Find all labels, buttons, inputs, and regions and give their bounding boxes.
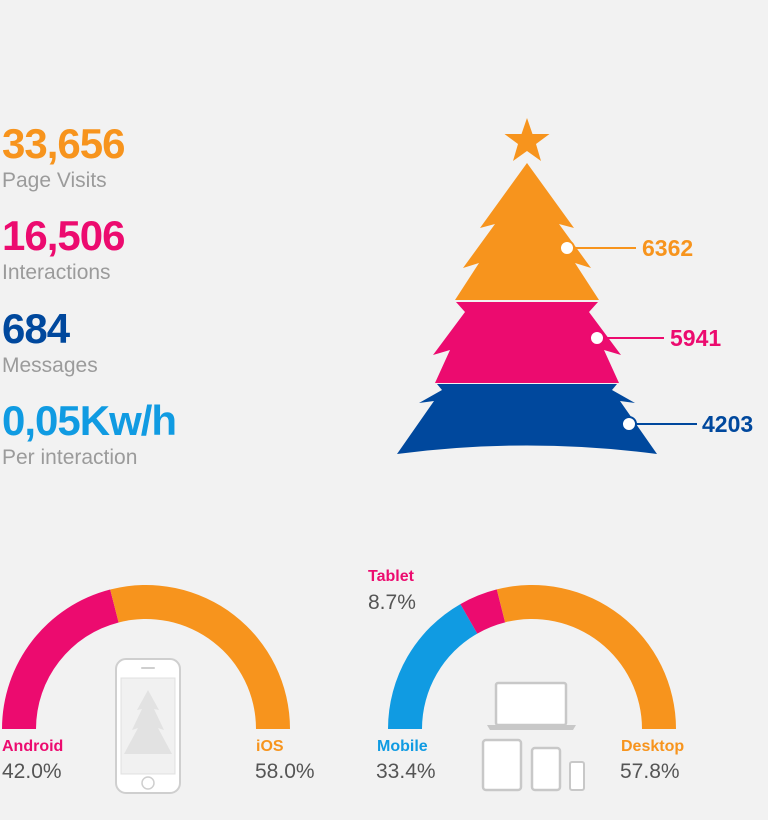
gauge-slice-android (2, 589, 119, 729)
gauge-slice-mobile (388, 604, 478, 729)
funnel-value-label: 5941 (670, 325, 721, 351)
stat-value: 0,05Kw/h (2, 397, 177, 444)
device-gauge-arcs (388, 584, 676, 729)
stat-messages: 684 Messages (2, 307, 98, 379)
stat-value: 33,656 (2, 120, 125, 167)
slice-name-label: iOS (256, 738, 284, 755)
gauge-slice-tablet (460, 589, 506, 634)
stat-page-visits: 33,656 Page Visits (2, 120, 125, 194)
gauge-slice-ios (110, 585, 290, 729)
gauge-slice-desktop (496, 584, 676, 729)
slice-value-label: 57.8% (620, 760, 680, 783)
funnel-segment-bottom (397, 384, 657, 454)
os-gauge-arcs (2, 585, 290, 729)
phone-icon (115, 658, 181, 794)
slice-name-label: Android (2, 738, 63, 755)
stat-value: 684 (2, 305, 70, 352)
slice-name-label: Desktop (621, 738, 684, 755)
funnel-marker-top (559, 240, 636, 256)
funnel-marker-bottom (621, 416, 697, 432)
funnel-value-label: 6362 (642, 235, 693, 261)
slice-name-label: Mobile (377, 738, 428, 755)
funnel-segment-middle (433, 302, 621, 383)
stat-label: Per interaction (2, 446, 138, 469)
slice-value-label: 8.7% (368, 591, 416, 614)
stat-value: 16,506 (2, 212, 125, 259)
tree-funnel: 6362 5941 4203 (397, 118, 753, 454)
slice-value-label: 33.4% (376, 760, 436, 783)
stat-label: Page Visits (2, 169, 107, 192)
stat-energy: 0,05Kw/h Per interaction (2, 397, 177, 471)
devices-icon (481, 681, 585, 792)
os-gauge: Android 42.0% iOS 58.0% (2, 585, 315, 794)
stat-label: Interactions (2, 261, 111, 284)
stat-label: Messages (2, 354, 98, 377)
slice-name-label: Tablet (368, 568, 415, 585)
tree-star-icon (504, 118, 550, 161)
stat-interactions: 16,506 Interactions (2, 212, 125, 286)
device-gauge: Mobile 33.4% Tablet 8.7% Desktop 57.8% (368, 568, 684, 792)
slice-value-label: 58.0% (255, 760, 315, 783)
funnel-marker-middle (589, 330, 664, 346)
funnel-value-label: 4203 (702, 411, 753, 437)
funnel-segment-top (455, 163, 599, 300)
slice-value-label: 42.0% (2, 760, 62, 783)
